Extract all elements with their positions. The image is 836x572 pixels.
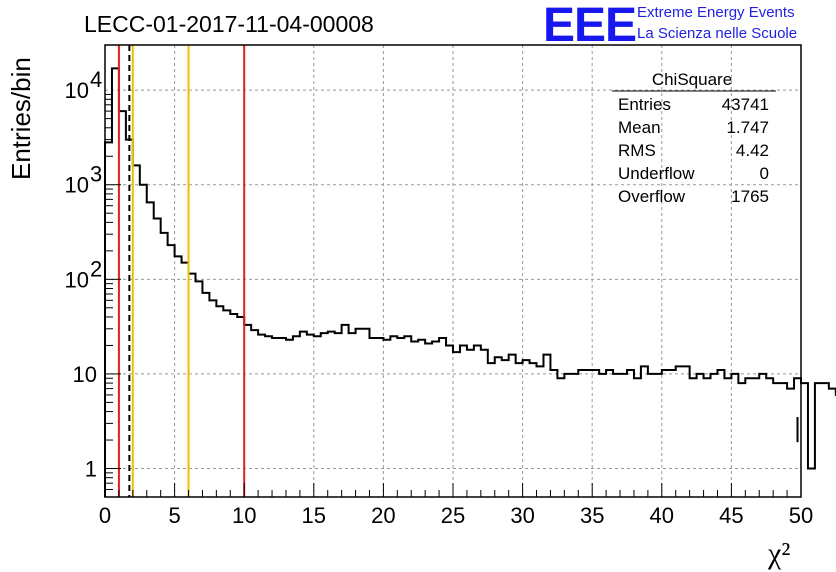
stats-box: ChiSquare Entries 43741 Mean 1.747 RMS 4… [612,70,776,206]
y-tick-label: 10 [73,362,97,387]
y-tick-label: 10 [65,173,89,198]
y-axis-title: Entries/bin [6,57,36,180]
x-tick-label: 50 [789,503,813,528]
x-axis-title: χ² [767,537,790,570]
stats-value-overflow: 1765 [731,187,769,206]
x-tick-label: 20 [371,503,395,528]
stats-label-entries: Entries [618,95,671,114]
stats-value-mean: 1.747 [726,118,769,137]
histogram-series [104,67,836,497]
x-tick-label: 15 [302,503,326,528]
y-tick-exponent: 2 [90,256,102,281]
chart-title: LECC-01-2017-11-04-00008 [84,11,374,37]
y-tick-label: 1 [85,457,97,482]
stats-label-mean: Mean [618,118,661,137]
brand-line-2: La Scienza nelle Scuole [637,25,797,42]
x-tick-label: 0 [99,503,111,528]
stats-value-rms: 4.42 [736,141,769,160]
x-tick-label: 40 [650,503,674,528]
stats-label-underflow: Underflow [618,164,695,183]
y-tick-exponent: 4 [90,67,102,92]
y-tick-label: 10 [65,267,89,292]
y-tick-exponent: 3 [90,162,102,187]
x-tick-label: 45 [719,503,743,528]
x-tick-label: 35 [580,503,604,528]
stats-label-rms: RMS [618,141,656,160]
x-tick-label: 10 [232,503,256,528]
stats-value-entries: 43741 [722,95,769,114]
x-axis-ticks: 0 5 10 15 20 25 30 35 40 45 50 [99,483,813,528]
stats-title: ChiSquare [652,70,732,89]
stats-label-overflow: Overflow [618,187,686,206]
brand-line-1: Extreme Energy Events [637,4,795,21]
y-tick-label: 10 [65,78,89,103]
histogram-line [104,67,836,497]
x-tick-label: 25 [441,503,465,528]
reference-lines [117,45,246,497]
grid-lines [105,45,801,497]
eee-logo: EEE [543,0,636,52]
x-tick-label: 5 [168,503,180,528]
stats-value-underflow: 0 [760,164,769,183]
x-tick-label: 30 [510,503,534,528]
